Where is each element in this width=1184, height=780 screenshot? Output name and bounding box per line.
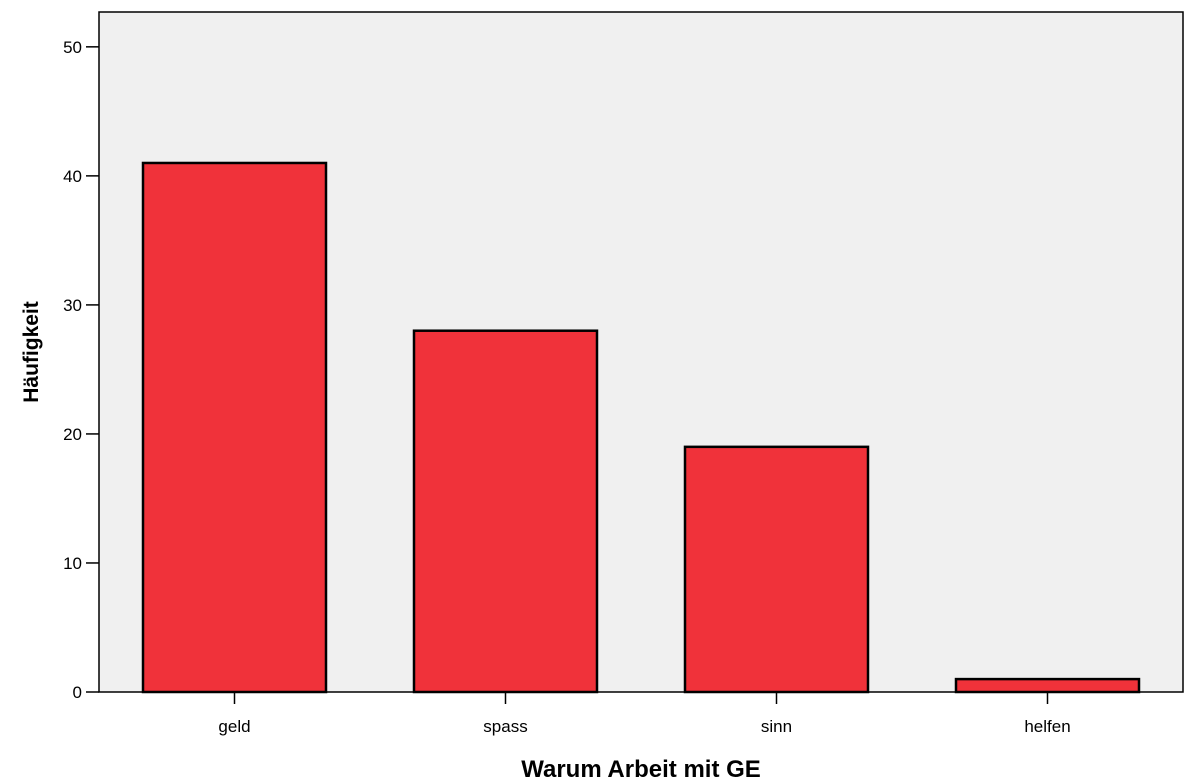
bar-spass (412, 329, 599, 694)
x-tick-label: helfen (1024, 717, 1070, 736)
bar-helfen (954, 677, 1141, 694)
bar-sinn (683, 445, 870, 694)
bars-group (141, 161, 1141, 694)
y-axis: 0 10 20 30 40 50 (63, 38, 99, 702)
y-tick-label: 10 (63, 554, 82, 573)
y-tick-label: 20 (63, 425, 82, 444)
x-axis-title: Warum Arbeit mit GE (521, 756, 761, 780)
x-tick-label: geld (218, 717, 250, 736)
y-tick-label: 30 (63, 296, 82, 315)
x-tick-label: sinn (761, 717, 792, 736)
y-tick-label: 40 (63, 167, 82, 186)
bar-geld (141, 161, 328, 694)
x-axis: geld spass sinn helfen (218, 692, 1071, 736)
x-tick-label: spass (483, 717, 527, 736)
y-axis-title: Häufigkeit (20, 301, 43, 403)
y-tick-label: 0 (73, 683, 82, 702)
y-tick-label: 50 (63, 38, 82, 57)
